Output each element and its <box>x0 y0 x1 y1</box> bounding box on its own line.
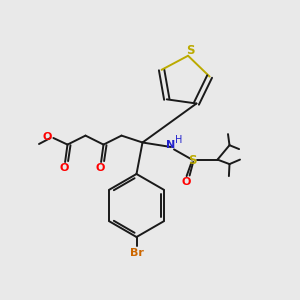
Text: S: S <box>188 154 197 167</box>
Text: N: N <box>167 140 176 151</box>
Text: S: S <box>186 44 195 57</box>
Text: O: O <box>95 163 105 173</box>
Text: O: O <box>59 163 69 173</box>
Text: Br: Br <box>130 248 143 258</box>
Text: O: O <box>43 131 52 142</box>
Text: O: O <box>181 177 190 187</box>
Text: H: H <box>175 135 182 146</box>
